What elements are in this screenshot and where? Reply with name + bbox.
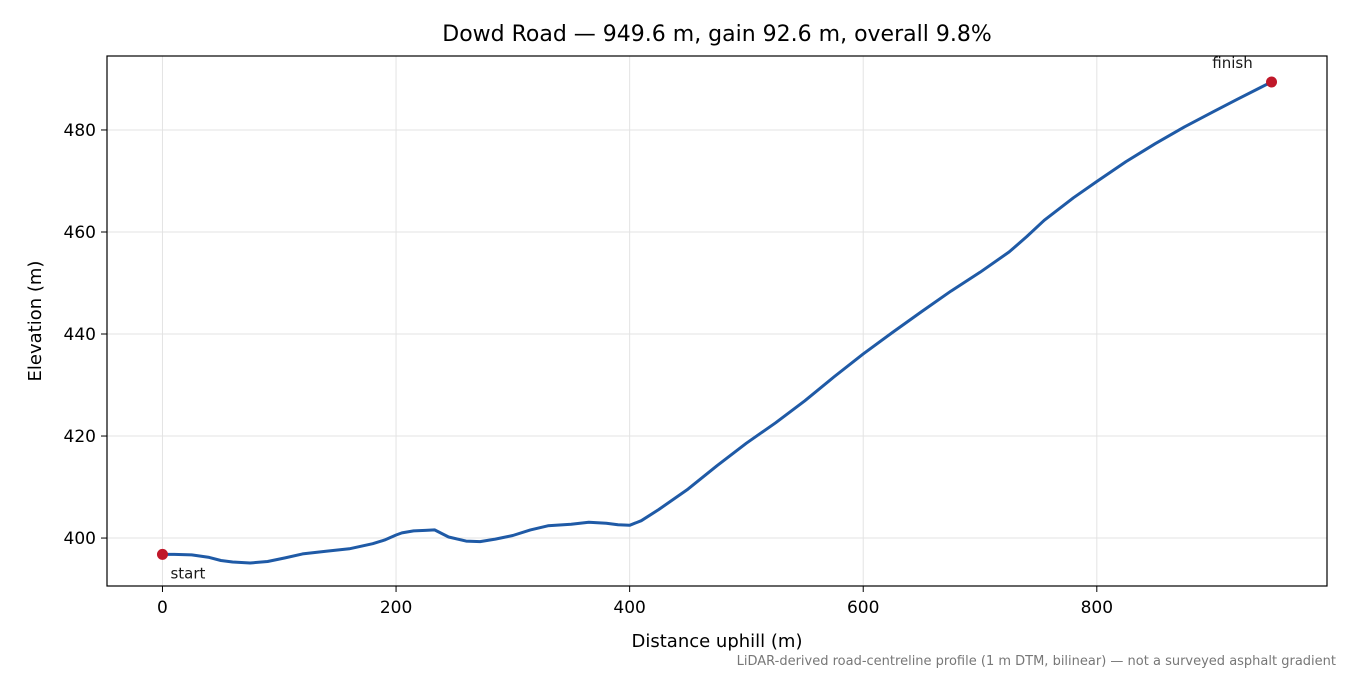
finish-marker: [1266, 76, 1278, 88]
y-axis-label: Elevation (m): [25, 261, 46, 382]
x-tick-label: 600: [847, 598, 879, 618]
y-tick-label: 460: [64, 223, 96, 243]
x-axis: 0 200 400 600 800: [157, 586, 1113, 618]
x-tick-label: 200: [380, 598, 412, 618]
plot-frame: [106, 55, 1328, 587]
y-tick-label: 400: [64, 529, 96, 549]
y-tick-label: 420: [64, 427, 96, 447]
y-axis: 400 420 440 460 480: [64, 121, 107, 549]
start-marker: [156, 548, 168, 560]
x-tick-label: 400: [613, 598, 645, 618]
start-label: start: [170, 564, 205, 582]
chart-title: Dowd Road — 949.6 m, gain 92.6 m, overal…: [442, 22, 991, 47]
y-tick-label: 480: [64, 121, 96, 141]
x-tick-label: 0: [157, 598, 168, 618]
gridlines: [107, 56, 1327, 586]
finish-label: finish: [1212, 54, 1252, 72]
footnote: LiDAR-derived road-centreline profile (1…: [737, 654, 1336, 669]
y-tick-label: 440: [64, 325, 96, 345]
x-tick-label: 800: [1081, 598, 1113, 618]
elevation-series-line: [161, 80, 1273, 565]
x-axis-label: Distance uphill (m): [632, 631, 803, 652]
